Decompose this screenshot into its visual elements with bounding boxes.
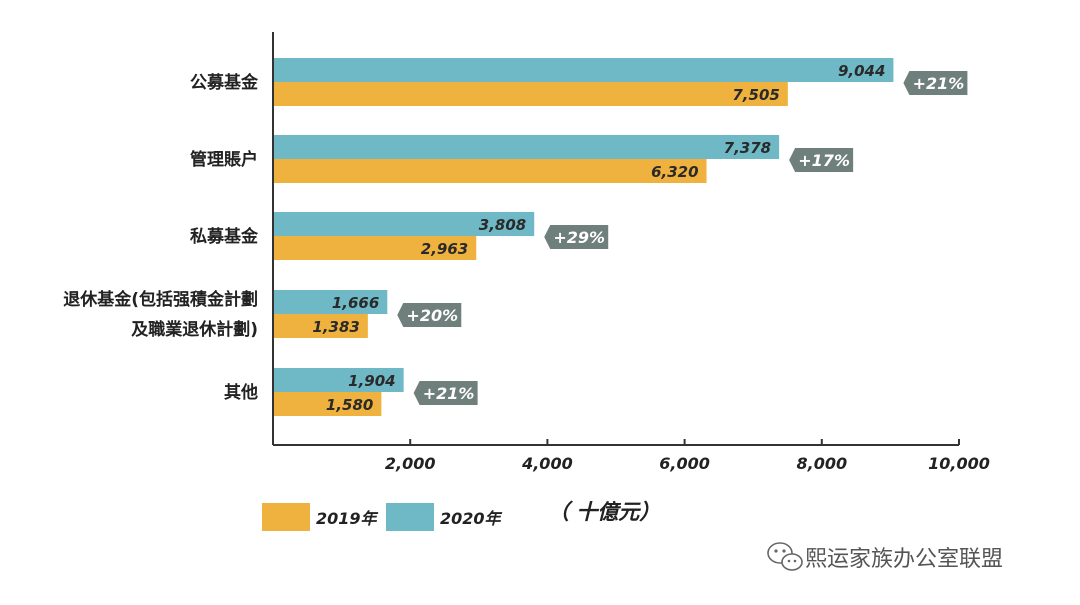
bars-group: 9,044 7,505 +21% 7,378 6,320 +17% 3,808 2,963 +2… (273, 58, 968, 416)
legend-swatch (262, 503, 310, 531)
category-label-line: 及職業退休計劃) (131, 319, 258, 340)
category-label-line: 退休基金(包括强積金計劃 (63, 289, 258, 310)
growth-badge (903, 71, 968, 95)
legend-label: 2020年 (440, 509, 503, 528)
legend-label: 2019年 (316, 509, 379, 528)
bar-2020 (273, 368, 404, 392)
value-label-2020: 7,378 (724, 139, 771, 157)
growth-badge (397, 303, 462, 327)
value-label-2020: 9,044 (838, 62, 885, 80)
bar-2019 (273, 314, 368, 338)
x-tick-label: 10,000 (928, 454, 990, 473)
growth-badge (413, 381, 478, 405)
legend-swatch (386, 503, 434, 531)
value-label-2019: 1,580 (326, 396, 373, 414)
value-label-2019: 6,320 (651, 163, 698, 181)
bar-2019 (273, 236, 477, 260)
x-tick-label: 6,000 (659, 454, 710, 473)
x-axis-unit-label: （ 十億元） (548, 500, 660, 524)
bar-2019 (273, 159, 707, 183)
growth-label: +21% (913, 74, 965, 93)
growth-label: +21% (423, 384, 475, 403)
bar-2020 (273, 58, 894, 82)
bar-2020 (273, 290, 388, 314)
value-label-2019: 1,383 (312, 318, 359, 336)
bar-2019 (273, 392, 382, 416)
value-label-2020: 3,808 (479, 216, 526, 234)
legend: 2019年 2020年 (262, 503, 503, 531)
x-tick-label: 4,000 (521, 454, 573, 473)
growth-label: +17% (798, 151, 850, 170)
watermark-text: 熙运家族办公室联盟 (805, 547, 1003, 572)
value-label-2019: 7,505 (732, 86, 779, 104)
watermark: 熙运家族办公室联盟 (767, 542, 1003, 572)
growth-label: +20% (406, 306, 458, 325)
x-axis-ticks: 2,000 4,000 6,000 8,000 10,000 (385, 439, 990, 473)
bar-2019 (273, 82, 788, 106)
growth-badge (544, 225, 609, 249)
growth-badge (789, 148, 854, 172)
bar-2020 (273, 135, 780, 159)
value-label-2020: 1,904 (348, 372, 395, 390)
category-label: 管理賬户 (190, 149, 258, 170)
bar-2020 (273, 212, 535, 236)
category-label: 公募基金 (190, 72, 259, 93)
category-label: 私募基金 (190, 226, 259, 247)
growth-label: +29% (553, 228, 605, 247)
value-label-2020: 1,666 (332, 294, 379, 312)
x-tick-label: 8,000 (796, 454, 847, 473)
category-label: 其他 (224, 382, 258, 403)
value-label-2019: 2,963 (421, 240, 468, 258)
wechat-icon (767, 542, 803, 571)
x-tick-label: 2,000 (385, 454, 436, 473)
